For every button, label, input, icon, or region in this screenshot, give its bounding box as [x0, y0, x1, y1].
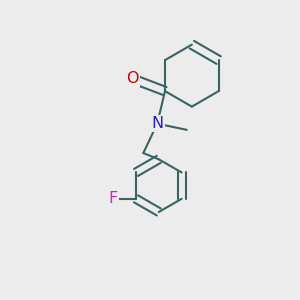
Text: N: N: [151, 116, 163, 131]
Text: O: O: [126, 71, 139, 86]
Text: F: F: [108, 191, 117, 206]
